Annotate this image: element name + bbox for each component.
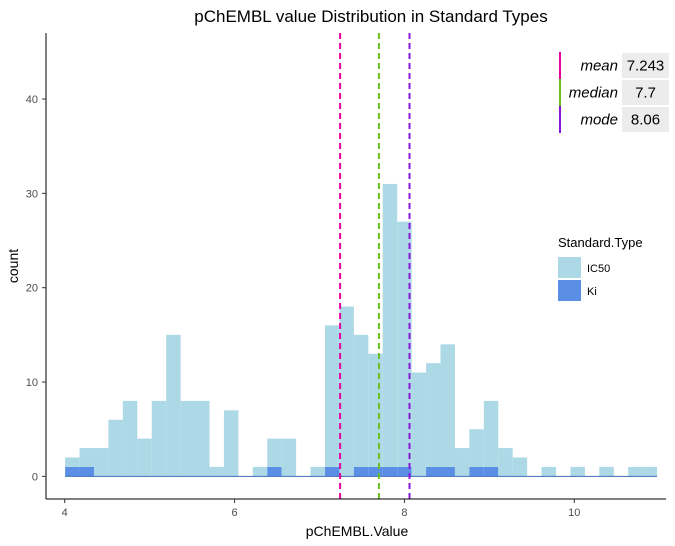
bar-ic50 — [339, 306, 354, 477]
median-value: 7.7 — [635, 85, 656, 102]
bar-ic50 — [411, 372, 427, 477]
bar-ic50 — [65, 457, 80, 467]
bar-ic50 — [195, 400, 210, 477]
x-tick-label: 6 — [231, 507, 237, 519]
mean-value: 7.243 — [627, 58, 665, 75]
mean-label: mean — [580, 58, 618, 75]
bar-ic50 — [426, 363, 441, 467]
mode-value-box — [622, 107, 669, 132]
bar-ic50 — [166, 334, 181, 477]
bar-ic50 — [368, 353, 383, 467]
chart-title: pChEMBL value Distribution in Standard T… — [194, 7, 547, 26]
bar-ic50 — [469, 429, 484, 467]
bar-ic50 — [512, 457, 528, 477]
legend-label-ki: Ki — [587, 286, 597, 298]
bar-ki — [368, 466, 383, 477]
bar-ic50 — [180, 400, 196, 477]
y-axis-title: count — [5, 249, 21, 283]
bar-ic50 — [628, 466, 643, 477]
y-tick-label: 40 — [26, 94, 38, 106]
bar-ic50 — [93, 448, 109, 477]
mode-label: mode — [580, 112, 618, 129]
bar-ic50 — [108, 419, 123, 477]
reference-lines — [339, 33, 411, 499]
mean-value-box — [622, 53, 669, 78]
bar-ki — [267, 466, 282, 477]
bar-ki — [483, 466, 499, 477]
bar-ki — [382, 466, 398, 477]
bar-ki — [79, 466, 94, 477]
x-axis-title: pChEMBL.Value — [306, 523, 409, 539]
bar-ki — [65, 466, 80, 477]
bar-ic50 — [281, 438, 297, 477]
bar-ic50 — [79, 448, 94, 467]
bar-ic50 — [498, 448, 513, 477]
y-axis-ticks: 0 10 20 30 40 — [26, 94, 46, 483]
legend: Standard.Type IC50 Ki — [558, 235, 643, 301]
y-tick-label: 20 — [26, 283, 38, 295]
bar-ki — [353, 466, 369, 477]
bar-ic50 — [223, 410, 239, 477]
bar-ic50 — [599, 466, 614, 477]
bar-ic50 — [252, 466, 268, 477]
mode-value: 8.06 — [631, 112, 660, 129]
bar-ic50 — [382, 183, 398, 467]
bar-ic50 — [325, 325, 340, 467]
x-axis-ticks: 4 6 8 10 — [62, 499, 580, 519]
bar-ic50 — [642, 466, 658, 477]
bar-ic50 — [122, 400, 138, 477]
y-tick-label: 0 — [32, 471, 38, 483]
bar-ic50 — [397, 221, 412, 467]
bar-ic50 — [440, 344, 455, 467]
stats-table: mean 7.243 median 7.7 mode 8.06 — [559, 52, 669, 133]
median-label: median — [569, 85, 618, 102]
bar-ic50 — [267, 438, 282, 467]
bar-ic50 — [209, 466, 224, 477]
bar-ki — [397, 466, 412, 477]
y-tick-label: 10 — [26, 377, 38, 389]
bar-ic50 — [353, 334, 369, 467]
bar-ic50 — [137, 438, 152, 477]
x-tick-label: 10 — [568, 507, 580, 519]
bars-layer — [65, 183, 658, 477]
bar-ic50 — [483, 400, 499, 467]
bar-ki — [440, 466, 455, 477]
x-tick-label: 4 — [62, 507, 68, 519]
bar-ic50 — [454, 448, 470, 477]
median-value-box — [622, 80, 669, 105]
legend-swatch-ki — [558, 280, 581, 301]
bar-ic50 — [151, 400, 167, 477]
x-tick-label: 8 — [401, 507, 407, 519]
bar-ki — [426, 466, 441, 477]
bar-ic50 — [310, 466, 325, 477]
legend-swatch-ic50 — [558, 257, 581, 278]
legend-title: Standard.Type — [558, 235, 643, 250]
bar-ki — [469, 466, 484, 477]
bar-ki — [325, 466, 340, 477]
y-tick-label: 30 — [26, 188, 38, 200]
legend-label-ic50: IC50 — [587, 263, 610, 275]
bar-ic50 — [570, 466, 585, 477]
bar-ic50 — [541, 466, 557, 477]
